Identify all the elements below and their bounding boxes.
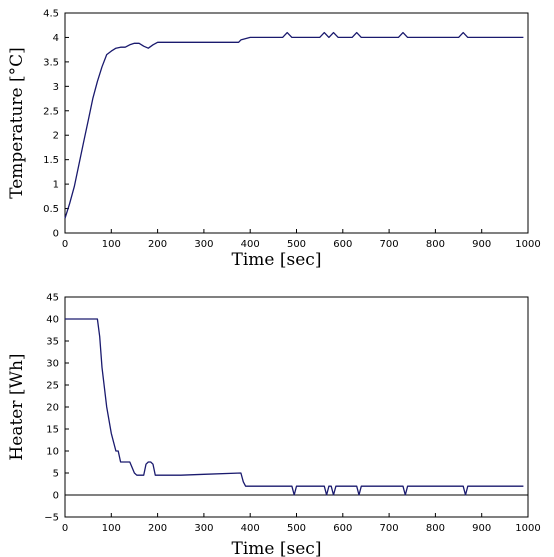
y-tick-label: 2 bbox=[53, 131, 59, 142]
x-tick-label: 800 bbox=[426, 239, 445, 250]
y-tick-label: 1 bbox=[53, 180, 59, 191]
y-tick-label: 3.5 bbox=[43, 57, 59, 68]
y-tick-label: 25 bbox=[46, 381, 59, 392]
x-tick-label: 400 bbox=[241, 523, 260, 534]
series-line bbox=[65, 318, 524, 496]
x-tick-label: 200 bbox=[148, 239, 167, 250]
y-tick-label: 10 bbox=[46, 447, 59, 458]
plot-frame bbox=[64, 296, 529, 518]
y-tick-label: 15 bbox=[46, 425, 59, 436]
x-tick-label: 400 bbox=[241, 239, 260, 250]
y-tick-label: 20 bbox=[46, 403, 59, 414]
x-tick-label: 300 bbox=[194, 523, 213, 534]
y-axis-label: Heater [Wh] bbox=[7, 353, 27, 460]
y-tick-label: 2.5 bbox=[43, 106, 59, 117]
temperature-chart: 0 100 200 300 400 500 600 700 800 900 1000 0 0.5 1 1.5… bbox=[7, 9, 541, 271]
y-tick-label: 40 bbox=[46, 315, 59, 326]
x-tick-label: 700 bbox=[380, 239, 399, 250]
x-tick-label: 500 bbox=[287, 239, 306, 250]
x-tick-label: 500 bbox=[287, 523, 306, 534]
x-tick-label: 100 bbox=[102, 523, 121, 534]
x-tick-label: 900 bbox=[472, 239, 491, 250]
x-tick-label: 300 bbox=[194, 239, 213, 250]
x-tick-label: 200 bbox=[148, 523, 167, 534]
y-tick-label: 45 bbox=[46, 293, 59, 304]
y-tick-label: 4 bbox=[53, 33, 59, 44]
x-axis-label: Time [sec] bbox=[232, 539, 322, 557]
x-tick-label: 1000 bbox=[515, 523, 540, 534]
y-axis-label: Temperature [°C] bbox=[7, 47, 27, 199]
series-line bbox=[64, 31, 524, 219]
x-tick-label: 1000 bbox=[515, 239, 540, 250]
y-tick-label: −5 bbox=[44, 513, 59, 524]
y-tick-label: 0 bbox=[53, 491, 59, 502]
y-tick-label: 0 bbox=[53, 229, 59, 240]
x-tick-label: 0 bbox=[62, 239, 68, 250]
y-tick-label: 1.5 bbox=[43, 155, 59, 166]
x-tick-label: 700 bbox=[380, 523, 399, 534]
heater-chart: 0 100 200 300 400 500 600 700 800 900 1000−5051015… bbox=[7, 293, 541, 557]
y-tick-label: 0.5 bbox=[43, 204, 59, 215]
x-tick-label: 100 bbox=[102, 239, 121, 250]
x-tick-label: 0 bbox=[62, 523, 68, 534]
x-tick-label: 900 bbox=[472, 523, 491, 534]
y-tick-label: 35 bbox=[46, 337, 59, 348]
y-tick-label: 3 bbox=[53, 82, 59, 93]
x-tick-label: 600 bbox=[333, 239, 352, 250]
x-axis-label: Time [sec] bbox=[232, 250, 322, 270]
x-tick-label: 800 bbox=[426, 523, 445, 534]
y-tick-label: 4.5 bbox=[43, 9, 59, 20]
y-tick-label: 5 bbox=[53, 469, 59, 480]
x-tick-label: 600 bbox=[333, 523, 352, 534]
y-tick-label: 30 bbox=[46, 359, 59, 370]
plot-frame bbox=[64, 12, 529, 234]
